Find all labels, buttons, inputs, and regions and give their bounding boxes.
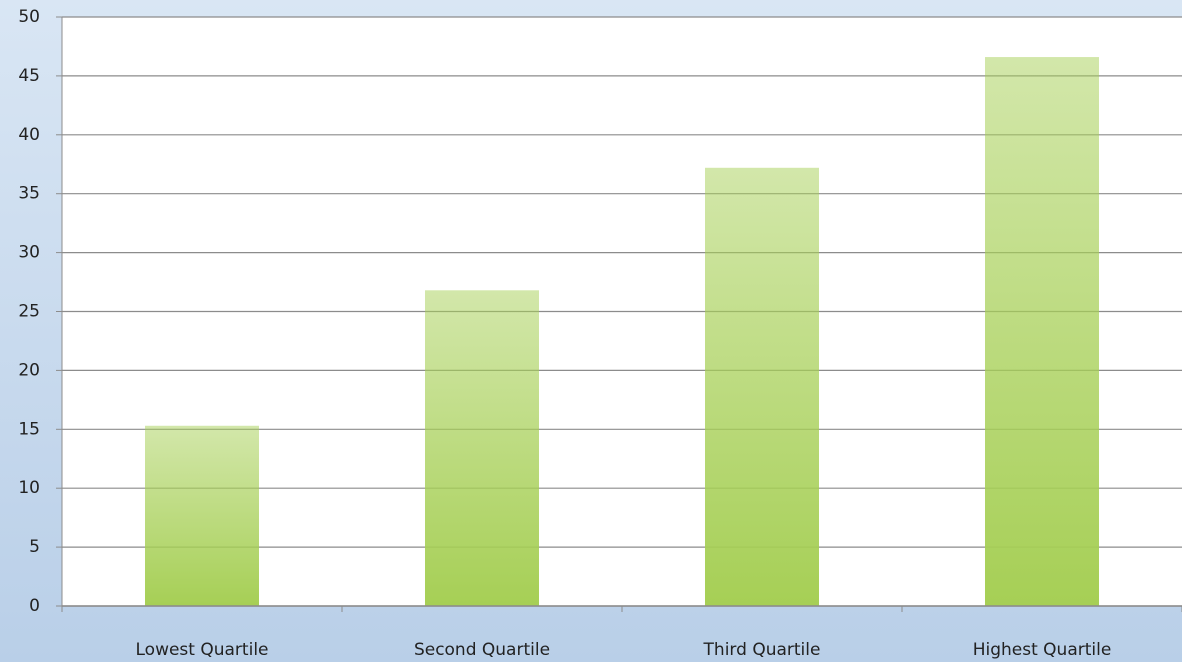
- bar: [425, 290, 539, 606]
- y-tick-label: 35: [18, 184, 40, 204]
- y-tick-label: 20: [18, 360, 40, 380]
- y-tick-label: 30: [18, 243, 40, 263]
- y-tick-label: 10: [18, 478, 40, 498]
- y-tick-label: 0: [29, 596, 40, 616]
- y-tick-label: 25: [18, 302, 40, 322]
- bar: [985, 57, 1099, 606]
- y-tick-label: 15: [18, 419, 40, 439]
- y-tick-label: 40: [18, 125, 40, 145]
- y-tick-label: 45: [18, 66, 40, 86]
- x-tick-label: Highest Quartile: [973, 640, 1112, 660]
- x-tick-label: Second Quartile: [414, 640, 550, 660]
- y-tick-label: 50: [18, 7, 40, 27]
- bar: [145, 425, 259, 606]
- x-tick-label: Lowest Quartile: [136, 640, 269, 660]
- x-tick-label: Third Quartile: [703, 640, 821, 660]
- bar: [705, 167, 819, 606]
- y-tick-label: 5: [29, 537, 40, 557]
